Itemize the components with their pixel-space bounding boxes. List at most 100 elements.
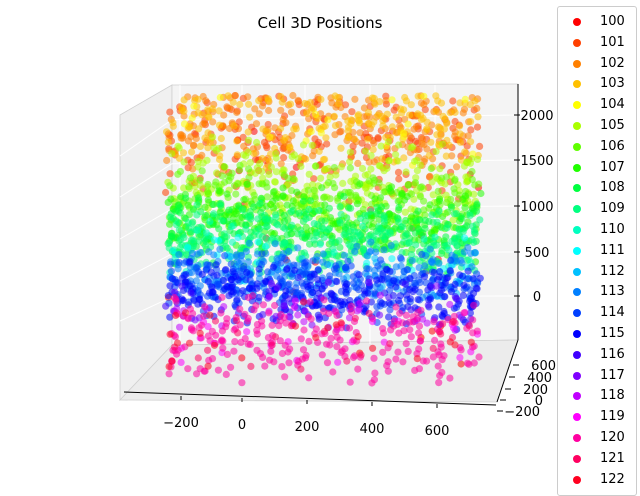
scatter-point-120 <box>379 348 387 356</box>
scatter-point-105 <box>394 157 402 165</box>
scatter-point-109 <box>187 236 195 244</box>
scatter-point-103 <box>233 137 241 145</box>
scatter-point-112 <box>371 254 379 262</box>
scatter-point-108 <box>425 217 433 225</box>
scatter-point-104 <box>388 96 396 104</box>
scatter-point-103 <box>303 110 311 118</box>
scatter-point-122 <box>467 338 475 346</box>
scatter-point-115 <box>420 273 429 281</box>
scatter-point-119 <box>177 358 185 366</box>
scatter-points <box>162 91 485 387</box>
scatter-point-104 <box>188 114 196 122</box>
scatter-point-107 <box>269 197 277 206</box>
scatter-point-118 <box>345 314 354 322</box>
legend-label: 112 <box>600 263 625 279</box>
scatter-point-107 <box>387 183 396 191</box>
scatter-point-118 <box>176 323 184 331</box>
scatter-point-108 <box>175 202 183 210</box>
scatter-point-102 <box>179 132 187 140</box>
scatter-point-106 <box>234 180 242 188</box>
scatter-point-120 <box>329 368 337 376</box>
scatter-point-115 <box>373 276 381 284</box>
scatter-point-103 <box>400 154 408 162</box>
scatter-point-113 <box>188 269 196 277</box>
scatter-point-109 <box>360 245 368 253</box>
grid-line-z-left <box>119 296 173 322</box>
scatter-point-113 <box>294 244 302 252</box>
scatter-point-103 <box>344 133 352 142</box>
scatter-point-102 <box>255 110 263 118</box>
scatter-point-120 <box>305 374 313 382</box>
scatter-point-120 <box>312 325 320 333</box>
scatter-point-115 <box>446 267 454 275</box>
legend-item: 119 <box>558 408 638 428</box>
scatter-point-106 <box>225 177 233 185</box>
scatter-point-119 <box>291 297 299 305</box>
scatter-point-103 <box>180 96 188 104</box>
scatter-point-109 <box>175 226 183 234</box>
scatter-point-103 <box>423 126 431 134</box>
scatter-point-105 <box>463 178 471 186</box>
scatter-point-120 <box>409 313 417 321</box>
scatter-point-113 <box>421 262 429 270</box>
scatter-point-114 <box>235 267 243 275</box>
scatter-point-115 <box>269 263 277 271</box>
scatter-point-109 <box>255 231 263 239</box>
scatter-point-118 <box>353 307 361 315</box>
legend-item: 100 <box>558 13 638 33</box>
legend-label: 111 <box>600 242 625 258</box>
scatter-point-115 <box>447 288 456 296</box>
scatter-point-104 <box>266 133 274 141</box>
scatter-point-102 <box>192 134 200 143</box>
scatter-point-120 <box>227 363 235 371</box>
scatter-point-120 <box>345 324 354 332</box>
scatter-point-110 <box>202 229 210 237</box>
scatter-point-120 <box>336 336 344 344</box>
scatter-point-115 <box>378 275 386 284</box>
scatter-point-120 <box>333 343 341 351</box>
scatter-point-115 <box>205 289 214 297</box>
scatter-point-102 <box>223 103 231 111</box>
scatter-point-121 <box>194 354 202 362</box>
scatter-point-102 <box>252 120 261 128</box>
scatter-point-101 <box>323 140 331 148</box>
scatter-point-121 <box>439 320 447 328</box>
scatter-point-103 <box>461 148 469 156</box>
scatter-point-106 <box>228 169 236 177</box>
legend-item: 105 <box>558 117 638 137</box>
scatter-point-109 <box>433 218 441 226</box>
scatter-point-103 <box>188 148 196 156</box>
legend: 100 101 102 103 104 105 106 107 108 109 110 111 112 1… <box>557 6 637 496</box>
scatter-point-120 <box>354 365 362 373</box>
scatter-point-109 <box>220 230 228 238</box>
scatter-point-115 <box>444 273 452 282</box>
scatter-point-121 <box>365 309 373 318</box>
scatter-point-106 <box>232 190 240 198</box>
scatter-point-106 <box>475 180 483 188</box>
scatter-point-122 <box>291 322 300 330</box>
scatter-point-122 <box>312 334 320 342</box>
scatter-point-120 <box>278 349 286 358</box>
scatter-point-120 <box>333 311 341 320</box>
scatter-point-109 <box>312 229 320 237</box>
legend-item: 104 <box>558 96 638 116</box>
legend-item: 112 <box>558 263 638 283</box>
scatter-point-108 <box>341 223 349 231</box>
scatter-point-101 <box>162 188 170 197</box>
scatter-point-106 <box>310 186 318 194</box>
scatter-point-107 <box>461 204 469 212</box>
scatter-point-106 <box>326 195 334 203</box>
y-tick-label: 200 <box>523 383 548 398</box>
scatter-point-107 <box>279 192 287 201</box>
scatter-point-102 <box>309 152 317 160</box>
scatter-point-122 <box>324 324 332 332</box>
legend-label: 100 <box>600 14 625 29</box>
scatter-point-103 <box>432 107 440 115</box>
scatter-point-114 <box>447 256 455 265</box>
z-tick-label: 500 <box>525 246 550 261</box>
scatter-point-115 <box>386 267 394 275</box>
scatter-point-115 <box>414 295 422 304</box>
scatter-point-118 <box>376 291 384 299</box>
scatter-point-105 <box>272 168 280 176</box>
scatter-point-107 <box>326 214 335 222</box>
